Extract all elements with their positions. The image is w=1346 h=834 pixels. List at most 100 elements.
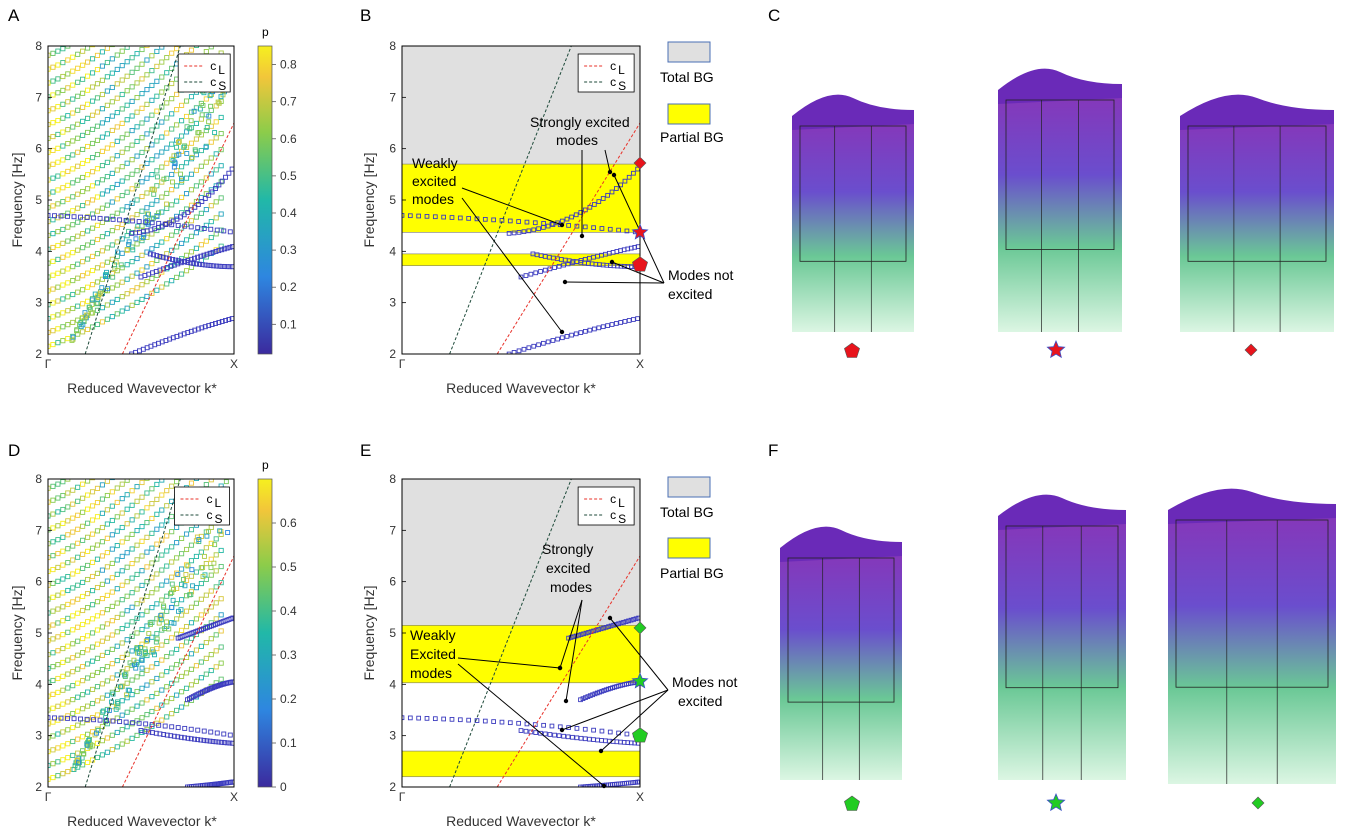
folded-band-point: [109, 113, 115, 119]
folded-band-point: [174, 198, 180, 204]
branch-point: [631, 317, 636, 322]
branch-point: [192, 327, 198, 333]
folded-band-point: [119, 279, 125, 285]
folded-band-point: [134, 513, 140, 519]
branch-point: [223, 318, 229, 323]
branch-point: [195, 326, 201, 332]
folded-band-point: [119, 597, 125, 603]
branch-point: [566, 223, 571, 228]
branch-point: [48, 715, 51, 721]
folded-band-point: [89, 503, 96, 509]
wedge-point: [171, 587, 176, 592]
folded-band-point: [89, 70, 96, 76]
folded-band-point: [198, 210, 204, 216]
mode-body: [1180, 116, 1334, 332]
wedge-point: [184, 151, 190, 156]
folded-band-point: [70, 166, 76, 172]
folded-band-point: [109, 228, 115, 234]
folded-band-point: [80, 607, 86, 614]
wedge-point: [191, 108, 197, 114]
folded-band-point: [75, 65, 81, 71]
y-tick-label: 7: [35, 90, 42, 104]
folded-band-point: [70, 319, 76, 325]
folded-band-point: [80, 301, 86, 307]
folded-band-point: [159, 522, 165, 528]
folded-band-point: [65, 322, 71, 328]
folded-band-point: [75, 694, 81, 700]
folded-band-point: [109, 84, 115, 91]
folded-band-point: [188, 651, 195, 657]
wedge-point: [89, 302, 95, 307]
folded-band-point: [139, 538, 145, 544]
mode-wireframe: [1005, 99, 1115, 251]
branch-point: [207, 250, 213, 256]
folded-band-point: [70, 236, 76, 242]
folded-band-point: [89, 545, 96, 551]
folded-band-point: [134, 498, 140, 504]
folded-band-point: [159, 74, 165, 80]
folded-band-point: [50, 203, 56, 209]
folded-band-point: [159, 104, 165, 110]
folded-band-point: [124, 204, 130, 210]
mode-top: [1180, 94, 1334, 130]
branch-point: [143, 219, 149, 225]
branch-point: [97, 215, 103, 221]
folded-band-point: [99, 191, 105, 197]
folded-band-point: [134, 95, 140, 101]
branch-point: [424, 214, 430, 219]
folded-band-point: [104, 231, 110, 237]
folded-band-point: [213, 664, 219, 670]
folded-band-point: [60, 618, 66, 624]
folded-band-point: [119, 539, 125, 545]
folded-band-point: [65, 210, 71, 216]
folded-band-point: [154, 287, 160, 293]
branch-point: [202, 196, 208, 201]
annotation-dot: [563, 698, 569, 704]
folded-band-point: [159, 119, 165, 125]
branch-point: [226, 170, 232, 176]
marker-diamond-green: [633, 621, 647, 635]
folded-band-point: [183, 129, 190, 135]
ann-e-weak-3: modes: [410, 665, 452, 681]
folded-band-point: [139, 582, 145, 588]
partial-bg-label-e: Partial BG: [660, 565, 724, 581]
folded-band-point: [193, 569, 199, 575]
colorbar-tick-label: 0.6: [280, 516, 297, 530]
folded-band-point: [85, 143, 91, 150]
folded-band-point: [50, 580, 56, 586]
folded-band-point: [159, 134, 165, 140]
folded-band-point: [119, 626, 125, 632]
wedge-point: [197, 106, 203, 112]
folded-band-point: [55, 634, 61, 640]
folded-band-point: [89, 757, 96, 763]
folded-band-point: [55, 326, 61, 332]
wedge-point: [142, 646, 148, 652]
folded-band-point: [50, 650, 56, 656]
wedge-point: [84, 742, 90, 748]
folded-band-point: [109, 489, 115, 495]
folded-band-point: [65, 308, 71, 314]
folded-band-point: [129, 288, 135, 294]
wedge-point: [164, 201, 170, 207]
branch-point: [185, 257, 191, 263]
folded-band-point: [193, 136, 199, 142]
folded-band-point: [65, 504, 71, 510]
branch-point: [149, 220, 155, 226]
wedge-point: [135, 223, 141, 229]
branch-point: [84, 716, 90, 722]
folded-band-point: [114, 181, 120, 188]
wedge-point: [81, 751, 87, 757]
wedge-point: [208, 565, 214, 571]
folded-band-point: [134, 255, 140, 262]
folded-band-point: [124, 88, 130, 94]
folded-band-point: [109, 70, 115, 76]
folded-band-point: [94, 528, 101, 534]
y-tick-label: 7: [35, 523, 42, 537]
wedge-point: [124, 692, 130, 698]
folded-band-point: [75, 568, 81, 574]
folded-band-point: [119, 510, 125, 516]
folded-band-point: [208, 139, 214, 145]
folded-band-point: [124, 506, 130, 512]
folded-band-point: [89, 573, 96, 580]
